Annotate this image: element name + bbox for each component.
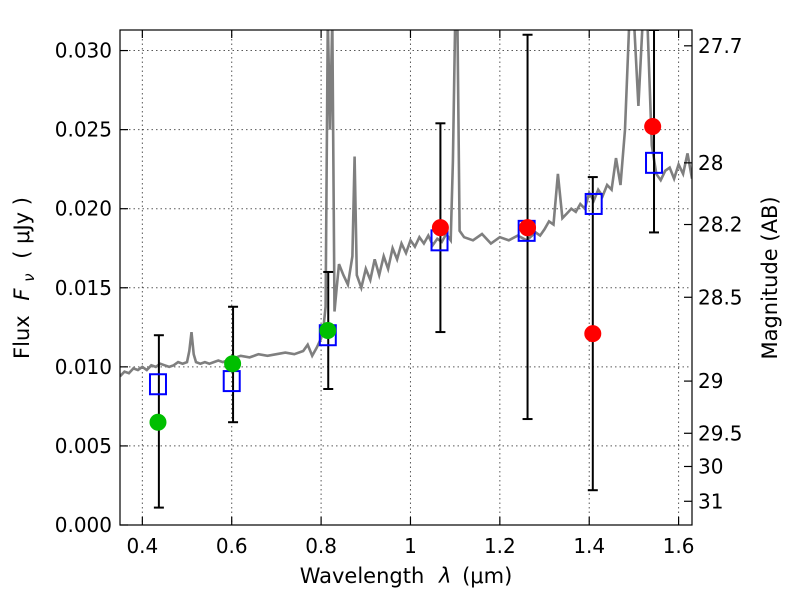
axis-ticks: [120, 30, 692, 526]
y-tick-label: 0.025: [55, 118, 112, 142]
x-tick-label: 0.4: [126, 534, 158, 558]
y2-tick-label: 29.5: [698, 421, 743, 445]
y-tick-label: 0.000: [55, 513, 112, 537]
observed-point: [431, 219, 449, 237]
observed-point: [519, 219, 537, 237]
x-tick-label: 0.6: [216, 534, 248, 558]
model-square-point: [584, 192, 603, 215]
y2-tick-label: 28: [698, 151, 723, 175]
y2-tick-label: 30: [698, 454, 723, 478]
y2-axis-label: Magnitude (AB): [758, 196, 782, 359]
plot-area: [120, 30, 692, 509]
model-square-point: [148, 373, 167, 396]
y-tick-label: 0.010: [55, 355, 112, 379]
x-axis-label: Wavelength λ (μm): [300, 564, 513, 588]
model-square-point: [645, 151, 664, 174]
tick-labels: 0.4 0.6 0.8 1 1.2 1.4 1.6 0.000 0.005 0.010 0.015 0…: [55, 34, 743, 558]
observed-point: [584, 325, 602, 343]
y2-tick-label: 29: [698, 369, 723, 393]
plot-frame: [119, 29, 693, 526]
spectrum-line: [120, 30, 692, 378]
y2-tick-label: 27.7: [698, 34, 743, 58]
x-tick-label: 1.2: [484, 534, 516, 558]
observed-point: [224, 355, 242, 373]
y2-tick-label: 31: [698, 489, 723, 513]
y2-tick-label: 28.5: [698, 285, 743, 309]
y-tick-label: 0.020: [55, 197, 112, 221]
x-tick-label: 1.4: [573, 534, 605, 558]
grid-lines: [120, 30, 692, 525]
y2-tick-label: 28.2: [698, 213, 743, 237]
x-tick-label: 0.8: [305, 534, 337, 558]
y-axis-label: Flux F ν ( μJy ): [10, 197, 39, 359]
y-tick-label: 0.030: [55, 39, 112, 63]
x-tick-label: 1.6: [663, 534, 695, 558]
y-tick-label: 0.005: [55, 434, 112, 458]
y-tick-label: 0.015: [55, 276, 112, 300]
observed-point: [319, 321, 337, 339]
observed-point: [644, 117, 662, 135]
x-tick-label: 1: [404, 534, 417, 558]
observed-point: [149, 413, 167, 431]
